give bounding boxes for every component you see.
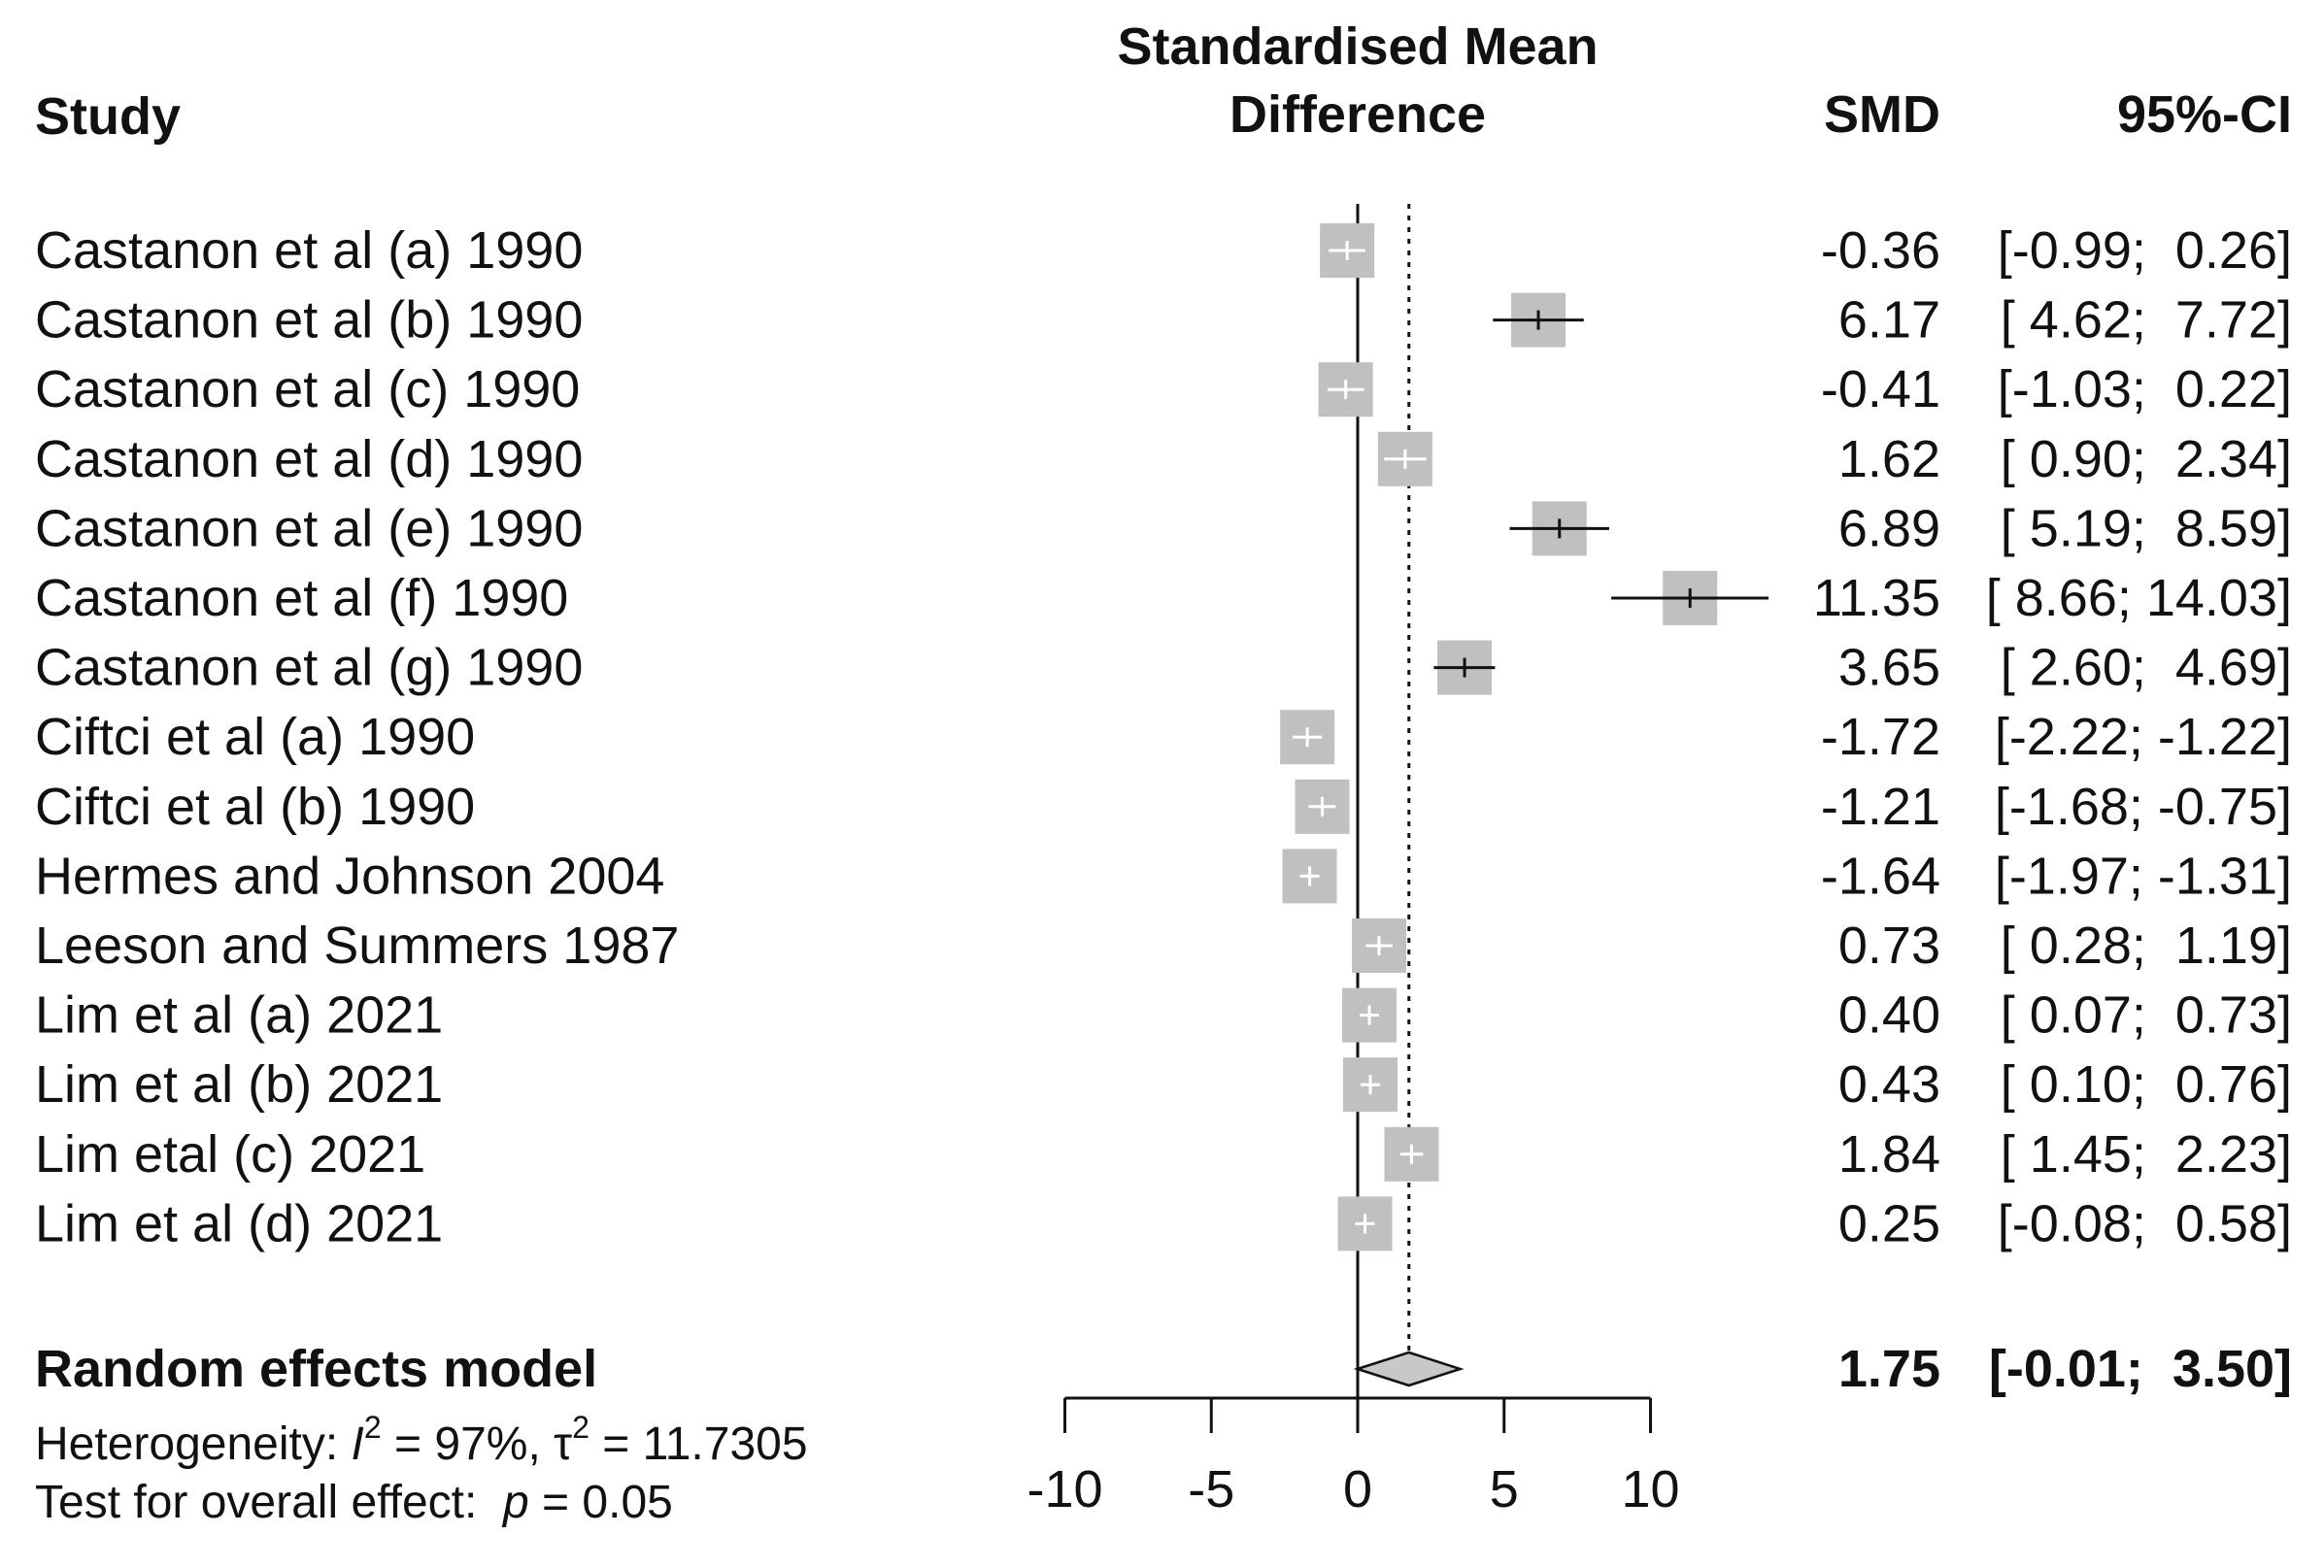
- study-label: Lim et al (a) 2021: [35, 986, 443, 1045]
- x-axis-tick-label: -5: [1188, 1460, 1234, 1518]
- study-smd: 3.65: [1838, 639, 1940, 697]
- pooled-smd: 1.75: [1838, 1340, 1940, 1398]
- study-ci: [-0.08; 0.58]: [1998, 1194, 2292, 1252]
- study-ci: [-1.03; 0.22]: [1998, 360, 2292, 418]
- pooled-ci: [-0.01; 3.50]: [1989, 1340, 2292, 1398]
- plot-marks: -10 -5 0 5 10: [1027, 204, 1769, 1518]
- study-smd: -1.64: [1821, 847, 1940, 905]
- study-smd: -1.21: [1821, 778, 1940, 836]
- study-ci: [ 1.45; 2.23]: [2001, 1125, 2292, 1184]
- ci-column-header: 95%-CI: [2117, 85, 2292, 144]
- study-smd: 1.84: [1838, 1125, 1940, 1184]
- study-label: Lim et al (d) 2021: [35, 1194, 443, 1252]
- study-ci: [-2.22; -1.22]: [1995, 708, 2292, 766]
- study-ci: [ 4.62; 7.72]: [2001, 291, 2292, 350]
- study-ci: [ 5.19; 8.59]: [2001, 499, 2292, 557]
- study-smd: -0.36: [1821, 221, 1940, 280]
- study-label: Lim etal (c) 2021: [35, 1125, 425, 1184]
- study-label: Castanon et al (b) 1990: [35, 291, 583, 350]
- study-label: Hermes and Johnson 2004: [35, 847, 664, 905]
- study-smd: 0.43: [1838, 1055, 1940, 1114]
- x-axis-tick-label: 10: [1621, 1460, 1679, 1518]
- study-ci: [ 2.60; 4.69]: [2001, 639, 2292, 697]
- study-label: Castanon et al (c) 1990: [35, 360, 580, 418]
- study-label: Castanon et al (d) 1990: [35, 430, 583, 488]
- study-ci: [ 0.07; 0.73]: [2001, 986, 2292, 1045]
- study-ci: [ 0.90; 2.34]: [2001, 430, 2292, 488]
- x-axis-tick-label: 5: [1490, 1460, 1519, 1518]
- effect-column-header-line1: Standardised Mean: [1117, 17, 1598, 76]
- study-smd: -1.72: [1821, 708, 1940, 766]
- study-smd: 0.73: [1838, 917, 1940, 975]
- effect-column-header-line2: Difference: [1229, 85, 1486, 144]
- study-smd: 11.35: [1813, 569, 1940, 627]
- study-smd: 6.17: [1838, 291, 1940, 350]
- pooled-diamond: [1353, 1351, 1465, 1387]
- overall-effect-text: Test for overall effect: p = 0.05: [35, 1477, 673, 1528]
- x-axis-tick-label: 0: [1343, 1460, 1372, 1518]
- study-rows: Castanon et al (a) 1990 -0.36 [-0.99; 0.26…: [35, 221, 2292, 1252]
- pooled-label: Random effects model: [35, 1340, 597, 1398]
- study-ci: [ 8.66; 14.03]: [1986, 569, 2292, 627]
- study-label: Ciftci et al (a) 1990: [35, 708, 475, 766]
- x-axis-tick-label: -10: [1027, 1460, 1102, 1518]
- study-smd: 6.89: [1838, 499, 1940, 557]
- smd-column-header: SMD: [1824, 85, 1940, 144]
- study-smd: -0.41: [1821, 360, 1940, 418]
- study-ci: [-1.68; -0.75]: [1995, 778, 2292, 836]
- study-label: Lim et al (b) 2021: [35, 1055, 443, 1114]
- study-ci: [ 0.28; 1.19]: [2001, 917, 2292, 975]
- study-ci: [-1.97; -1.31]: [1995, 847, 2292, 905]
- study-smd: 0.40: [1838, 986, 1940, 1045]
- study-ci: [ 0.10; 0.76]: [2001, 1055, 2292, 1114]
- study-smd: 0.25: [1838, 1194, 1940, 1252]
- study-column-header: Study: [35, 87, 181, 146]
- study-label: Castanon et al (a) 1990: [35, 221, 583, 280]
- study-label: Castanon et al (g) 1990: [35, 639, 583, 697]
- study-label: Leeson and Summers 1987: [35, 917, 679, 975]
- study-smd: 1.62: [1838, 430, 1940, 488]
- study-label: Castanon et al (f) 1990: [35, 569, 568, 627]
- study-label: Castanon et al (e) 1990: [35, 499, 583, 557]
- study-label: Ciftci et al (b) 1990: [35, 778, 475, 836]
- study-ci: [-0.99; 0.26]: [1998, 221, 2292, 280]
- heterogeneity-text: Heterogeneity: I2 = 97%, τ2 = 11.7305: [35, 1410, 808, 1470]
